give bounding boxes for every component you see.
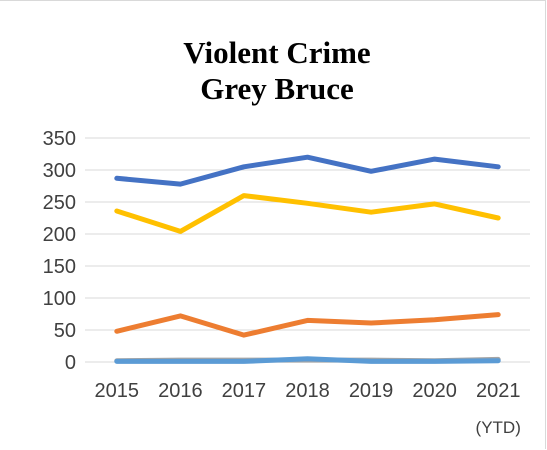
- gridlines: [85, 137, 530, 363]
- x-tick-sublabel: (YTD): [476, 418, 521, 437]
- y-tick-label: 350: [43, 128, 76, 150]
- x-tick-label: 2015: [95, 380, 140, 402]
- chart-title-line-1: Violent Crime: [183, 35, 370, 70]
- x-tick-label: 2020: [412, 380, 457, 402]
- x-tick-label: 2017: [222, 380, 267, 402]
- chart-title-line-2: Grey Bruce: [200, 71, 354, 106]
- series-lines: [114, 154, 501, 364]
- x-axis-ticks: 2015 2016 2017 2018 2019 2020 2021 (YTD): [95, 380, 521, 437]
- series-line-5: [114, 356, 501, 364]
- y-tick-label: 250: [43, 192, 76, 214]
- y-tick-label: 100: [43, 288, 76, 310]
- y-tick-label: 0: [65, 352, 76, 374]
- y-tick-label: 50: [54, 320, 76, 342]
- series-line-1: [114, 154, 501, 187]
- series-line-3: [114, 312, 501, 338]
- y-tick-label: 150: [43, 256, 76, 278]
- x-tick-label: 2018: [285, 380, 330, 402]
- y-axis-ticks: 0 50 100 150 200 250 300 350: [43, 128, 76, 374]
- x-tick-label: 2019: [349, 380, 394, 402]
- x-tick-label: 2016: [158, 380, 203, 402]
- y-tick-label: 300: [43, 160, 76, 182]
- y-tick-label: 200: [43, 224, 76, 246]
- series-line-2: [114, 193, 501, 234]
- x-tick-label: 2021: [476, 380, 521, 402]
